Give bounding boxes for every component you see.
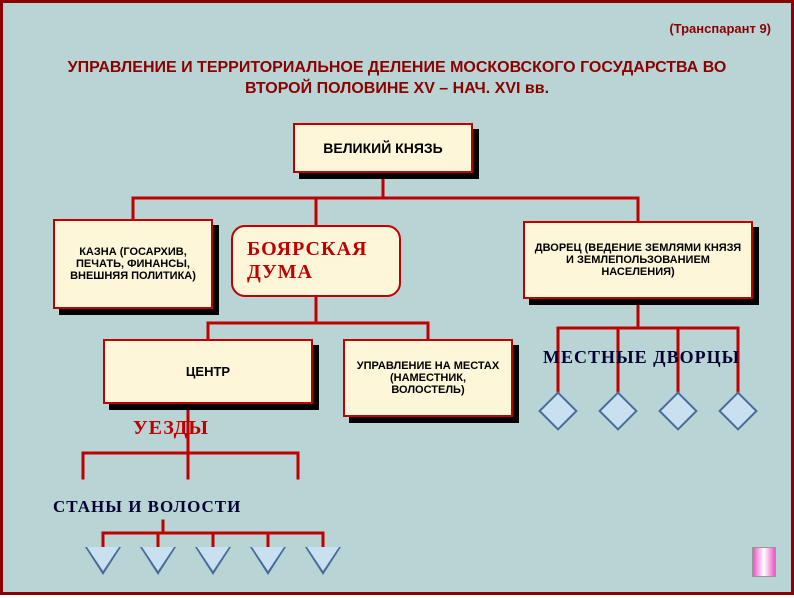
node-treasury: КАЗНА (ГОСАРХИВ, ПЕЧАТЬ, ФИНАНСЫ, ВНЕШНЯ…	[53, 219, 213, 309]
diagram-canvas: (Транспарант 9) УПРАВЛЕНИЕ И ТЕРРИТОРИАЛ…	[0, 0, 794, 595]
node-uezdy: УЕЗДЫ	[133, 417, 209, 440]
node-stany: СТАНЫ И ВОЛОСТИ	[53, 497, 241, 517]
node-grand_prince: ВЕЛИКИЙ КНЯЗЬ	[293, 123, 473, 173]
node-center: ЦЕНТР	[103, 339, 313, 404]
diamond-icon	[538, 391, 578, 431]
node-palace: ДВОРЕЦ (ВЕДЕНИЕ ЗЕМЛЯМИ КНЯЗЯ И ЗЕМЛЕПОЛ…	[523, 221, 753, 299]
page-marker-icon	[752, 547, 776, 577]
node-local_admin: УПРАВЛЕНИЕ НА МЕСТАХ (НАМЕСТНИК, ВОЛОСТЕ…	[343, 339, 513, 417]
node-boyar_duma: БОЯРСКАЯ ДУМА	[231, 225, 401, 297]
diamond-icon	[598, 391, 638, 431]
diamond-icon	[658, 391, 698, 431]
diamond-icon	[718, 391, 758, 431]
header-label: (Транспарант 9)	[669, 21, 771, 36]
diagram-title: УПРАВЛЕНИЕ И ТЕРРИТОРИАЛЬНОЕ ДЕЛЕНИЕ МОС…	[43, 58, 751, 100]
node-local_palaces: МЕСТНЫЕ ДВОРЦЫ	[543, 347, 740, 368]
